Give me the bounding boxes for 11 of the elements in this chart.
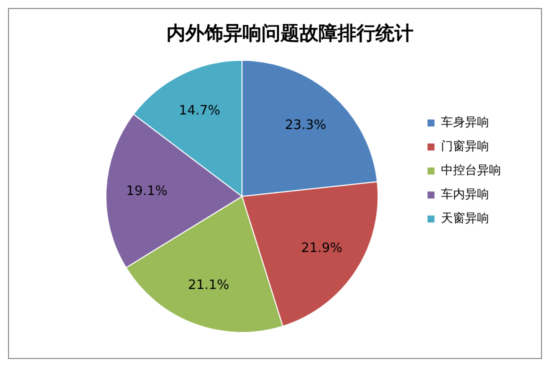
chart-title: 内外饰异响问题故障排行统计: [166, 22, 414, 44]
data-label: 14.7%: [178, 103, 220, 118]
legend-label: 门窗异响: [441, 139, 489, 154]
data-label: 21.1%: [188, 278, 230, 294]
legend-label: 车身异响: [441, 115, 489, 130]
data-label: 23.3%: [284, 118, 326, 133]
legend-label: 天窗异响: [441, 211, 489, 226]
data-label: 19.1%: [126, 184, 168, 200]
legend-label: 中控台异响: [441, 163, 501, 178]
data-label: 21.9%: [301, 240, 342, 256]
legend-label: 车内异响: [441, 187, 489, 202]
